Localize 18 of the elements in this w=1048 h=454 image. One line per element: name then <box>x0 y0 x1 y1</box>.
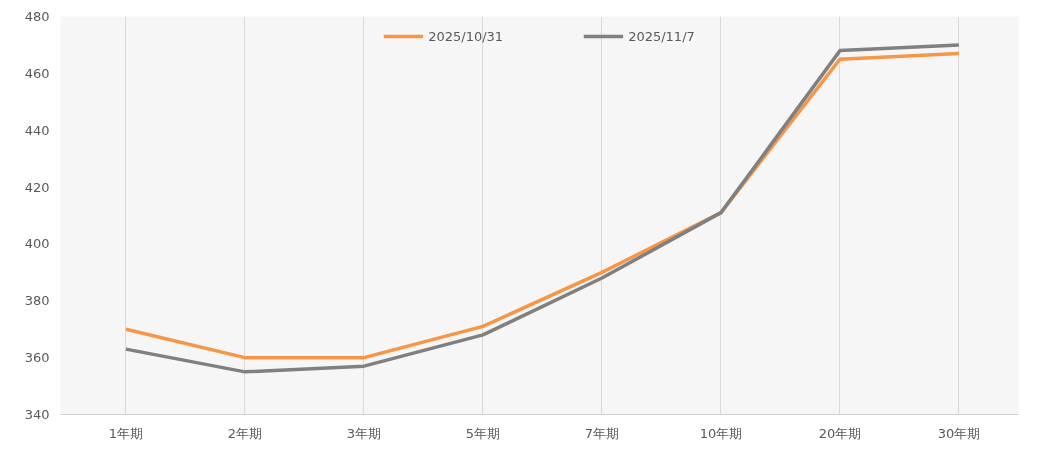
x-tick-label: 30年期 <box>937 425 981 441</box>
y-tick-label: 380 <box>24 293 50 309</box>
y-tick-label: 340 <box>24 407 50 422</box>
legend-label: 2025/11/7 <box>628 28 695 44</box>
y-tick-label: 440 <box>24 122 50 138</box>
y-tick-label: 400 <box>24 236 50 252</box>
x-tick-label: 5年期 <box>465 425 501 441</box>
legend-label: 2025/10/31 <box>428 28 504 44</box>
x-tick-label: 10年期 <box>699 425 743 441</box>
x-tick-label: 1年期 <box>108 425 144 441</box>
y-tick-label: 460 <box>24 65 50 81</box>
y-tick-label: 480 <box>24 9 50 24</box>
x-tick-label: 20年期 <box>818 425 862 441</box>
y-tick-label: 360 <box>24 350 50 366</box>
y-tick-label: 420 <box>24 179 50 195</box>
x-tick-label: 2年期 <box>227 425 263 441</box>
x-tick-label: 7年期 <box>584 425 620 441</box>
x-tick-label: 3年期 <box>346 425 382 441</box>
